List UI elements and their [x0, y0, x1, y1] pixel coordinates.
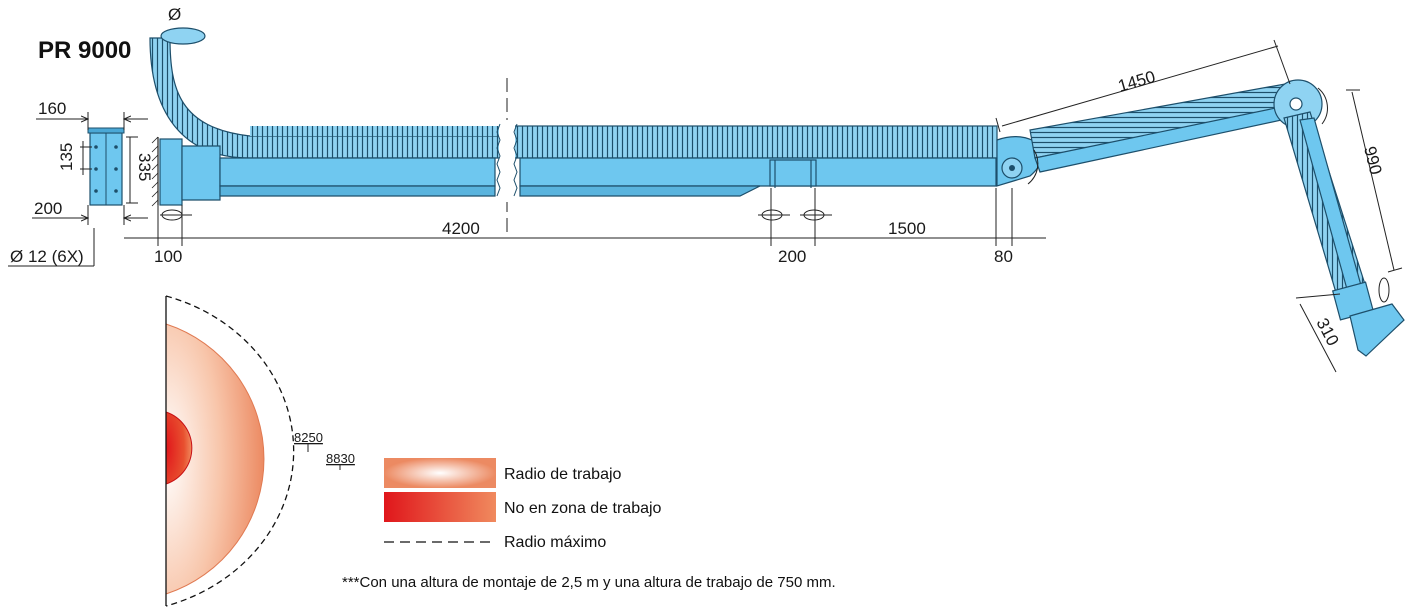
dim-segment-1500: 1500: [888, 219, 926, 238]
legend-label-max-radius: Radio máximo: [504, 534, 606, 551]
legend: Radio de trabajo No en zona de trabajo R…: [384, 458, 662, 551]
dim-offset-100: 100: [154, 247, 182, 266]
no-working-zone: [165, 411, 193, 485]
max-radius-boundary: [165, 295, 295, 607]
legend-swatch-working-radius: [384, 458, 496, 488]
dim-pivot-gap: 200: [778, 247, 806, 266]
dim-bracket-base: 200: [34, 199, 62, 218]
horizontal-boom: [159, 125, 998, 206]
legend-label-no-working-zone: No en zona de trabajo: [504, 500, 662, 517]
dim-offset-80: 80: [994, 247, 1013, 266]
dim-diameter-symbol: Ø: [168, 5, 181, 24]
articulated-arm: [996, 79, 1405, 357]
dim-bracket-hole-spacing: 135: [57, 143, 76, 171]
dim-radius-working: 8250: [294, 430, 323, 445]
dim-bracket-width: 160: [38, 99, 66, 118]
dim-bolt-holes: Ø 12 (6X): [10, 247, 84, 266]
dim-radius-max: 8830: [326, 451, 355, 466]
product-title: PR 9000: [38, 37, 131, 64]
wall-bracket: [87, 127, 125, 206]
dim-arm-990: 990: [1360, 144, 1385, 176]
legend-swatch-no-working-zone: [384, 492, 496, 522]
dim-boom-length: 4200: [442, 219, 480, 238]
working-radius-diagram: [165, 295, 295, 607]
dim-arm-1450: 1450: [1116, 67, 1158, 96]
legend-label-working-radius: Radio de trabajo: [504, 466, 622, 483]
dim-bracket-height: 335: [135, 153, 154, 181]
footnote: ***Con una altura de montaje de 2,5 m y …: [342, 574, 836, 591]
dim-hood-310: 310: [1312, 315, 1342, 349]
flexible-hose-inlet: [149, 27, 501, 159]
working-radius-zone: [165, 323, 265, 595]
rotation-icon: [160, 87, 1390, 303]
